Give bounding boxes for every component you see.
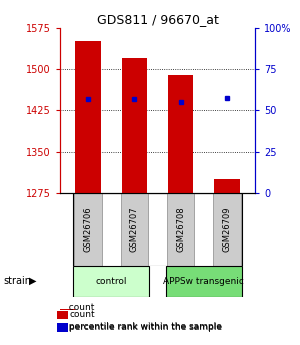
Text: GSM26708: GSM26708 <box>176 207 185 252</box>
Text: count: count <box>69 310 94 319</box>
Text: APPSw transgenic: APPSw transgenic <box>164 277 244 286</box>
Bar <box>214 179 240 193</box>
Text: GSM26706: GSM26706 <box>83 207 92 252</box>
Title: GDS811 / 96670_at: GDS811 / 96670_at <box>97 13 218 27</box>
Text: GSM26709: GSM26709 <box>223 207 232 252</box>
Bar <box>122 58 147 193</box>
Bar <box>213 193 241 266</box>
Bar <box>167 193 194 266</box>
Bar <box>121 193 148 266</box>
Text: GSM26707: GSM26707 <box>130 207 139 252</box>
Text: ▶: ▶ <box>28 276 36 286</box>
Text: count: count <box>63 303 94 312</box>
Bar <box>168 75 194 193</box>
Bar <box>166 266 242 297</box>
Bar <box>73 193 242 266</box>
Text: percentile rank within the sample: percentile rank within the sample <box>69 323 222 332</box>
Bar <box>73 266 149 297</box>
Text: control: control <box>95 277 127 286</box>
Text: strain: strain <box>3 276 31 286</box>
Text: percentile rank within the sample: percentile rank within the sample <box>63 322 222 331</box>
Bar <box>75 41 100 193</box>
Bar <box>60 309 75 310</box>
Bar <box>74 193 102 266</box>
